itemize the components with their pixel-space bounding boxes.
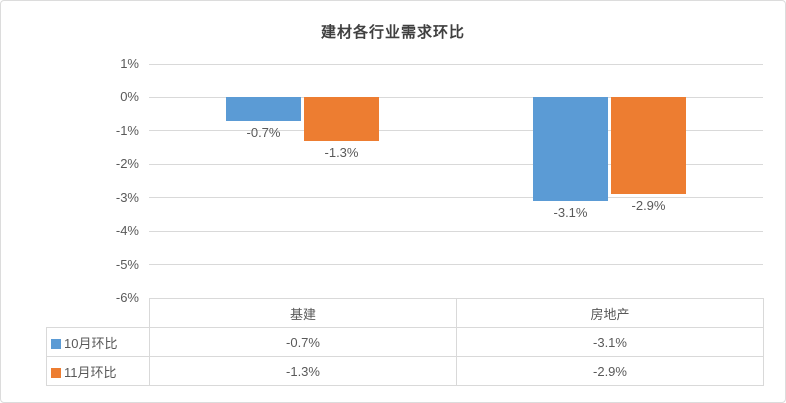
bar-series1-cat1: [226, 97, 301, 121]
y-tick-label: -2%: [115, 156, 139, 172]
gridline: [149, 130, 763, 132]
value-cell: -3.1%: [456, 327, 764, 357]
legend-cell: 11月环比: [46, 356, 150, 386]
y-tick-label: -3%: [115, 189, 139, 205]
bar-data-label: -2.9%: [631, 198, 666, 214]
legend-swatch-icon: [51, 338, 61, 349]
gridline: [149, 230, 763, 232]
y-tick-label: 1%: [120, 56, 139, 71]
category-header: 房地产: [456, 298, 764, 328]
bar-series2-cat2: [611, 97, 686, 195]
value-cell: -1.3%: [149, 356, 457, 386]
y-tick-label: 0%: [120, 89, 139, 105]
table-corner-cell: [46, 298, 150, 328]
bar-data-label: -1.3%: [324, 144, 359, 160]
value-cell: -2.9%: [456, 356, 764, 386]
gridline: [149, 63, 763, 65]
table-header-row: 基建 房地产: [46, 298, 764, 328]
gridline: [149, 197, 763, 199]
table-row: 10月环比 -0.7% -3.1%: [46, 327, 764, 357]
plot-area: -0.7% -3.1% -1.3% -2.9%: [149, 63, 763, 299]
gridline: [149, 96, 763, 98]
value-cell: -0.7%: [149, 327, 457, 357]
gridline: [149, 163, 763, 165]
y-tick-label: -4%: [115, 223, 139, 239]
category-header: 基建: [149, 298, 457, 328]
legend-cell: 10月环比: [46, 327, 150, 357]
data-table: 基建 房地产 10月环比 -0.7% -3.1% 11月环比 -1.3% -2.9%: [46, 298, 764, 386]
series-name: 10月环比: [64, 335, 118, 351]
bar-series2-cat1: [304, 97, 379, 141]
bar-data-label: -3.1%: [553, 205, 588, 221]
bar-series1-cat2: [533, 97, 608, 202]
gridline: [149, 264, 763, 266]
bar-data-label: -0.7%: [246, 124, 281, 140]
chart-title: 建材各行业需求环比: [320, 24, 465, 41]
y-tick-label: -1%: [115, 122, 139, 138]
y-tick-label: -5%: [115, 256, 139, 272]
legend-swatch-icon: [51, 367, 61, 378]
series-name: 11月环比: [64, 364, 117, 380]
table-row: 11月环比 -1.3% -2.9%: [46, 356, 764, 386]
